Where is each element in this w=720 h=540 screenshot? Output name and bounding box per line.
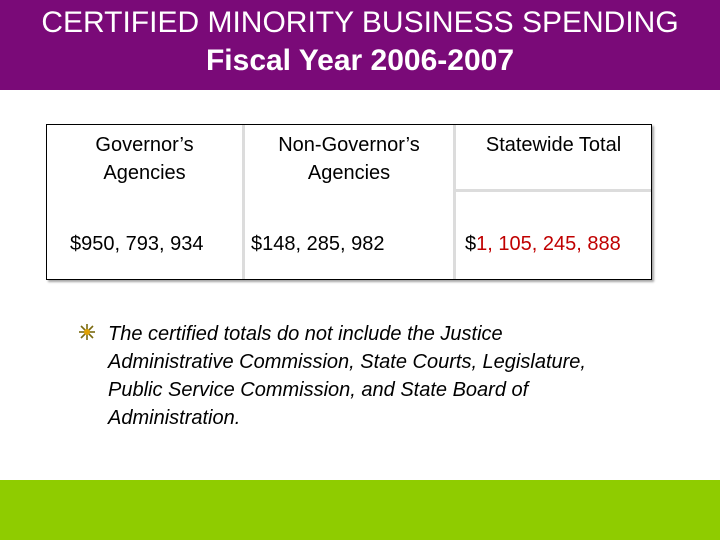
spending-table: Governor’s Agencies Non-Governor’s Agenc…: [46, 124, 652, 280]
slide-title: CERTIFIED MINORITY BUSINESS SPENDING: [41, 6, 679, 39]
header-non-governors-agencies: Non-Governor’s Agencies: [278, 134, 420, 184]
title-banner: CERTIFIED MINORITY BUSINESS SPENDING Fis…: [0, 0, 720, 90]
footer-band: [0, 480, 720, 540]
header-governors-agencies: Governor’s Agencies: [95, 134, 194, 184]
footnote-text: The certified totals do not include the …: [108, 323, 586, 429]
starburst-icon: [79, 324, 95, 340]
column-divider: [242, 125, 245, 279]
currency-symbol: $: [465, 233, 477, 255]
statewide-total-amount: 1, 105, 245, 888: [476, 233, 621, 255]
header-statewide-total: Statewide Total: [485, 134, 622, 156]
slide-subtitle: Fiscal Year 2006-2007: [205, 44, 515, 77]
value-governors-agencies: $950, 793, 934: [70, 233, 204, 255]
row-divider: [455, 189, 651, 192]
value-non-governors-agencies: $148, 285, 982: [251, 233, 385, 255]
value-statewide-total: $1, 105, 245, 888: [465, 230, 621, 258]
column-divider: [453, 125, 456, 279]
